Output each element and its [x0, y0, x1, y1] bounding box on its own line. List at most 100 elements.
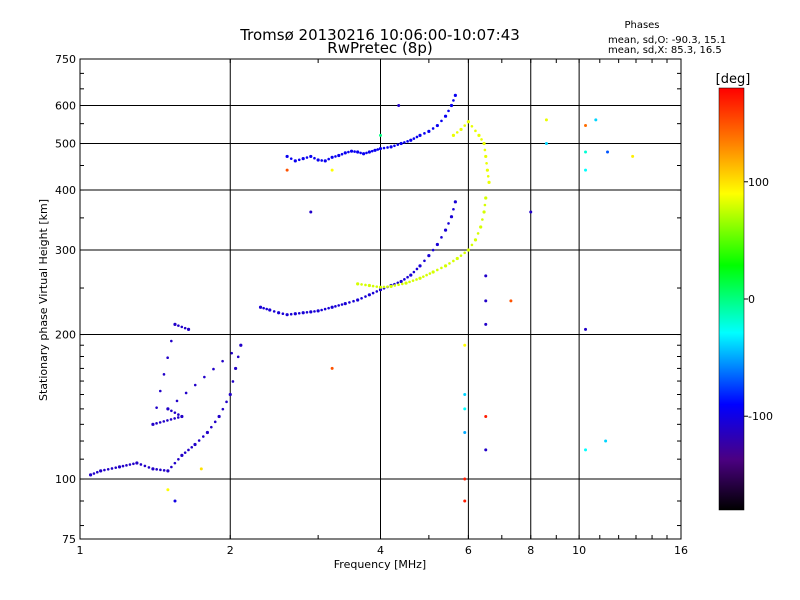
echo-point [92, 472, 96, 475]
echo-point [356, 150, 360, 154]
echo-point [158, 389, 162, 393]
noise-point [463, 393, 467, 397]
echo-point [353, 150, 356, 153]
noise-point [330, 366, 334, 370]
noise-point [594, 118, 598, 122]
echo-point [190, 445, 194, 449]
y-tick-label: 75 [62, 533, 76, 546]
echo-point [404, 281, 408, 285]
echo-point [479, 225, 483, 229]
echo-point [447, 222, 450, 225]
echo-point [176, 416, 180, 419]
echo-point [356, 298, 360, 302]
echo-point [337, 304, 341, 307]
echo-point [482, 210, 486, 214]
echo-point [415, 135, 419, 139]
noise-point [584, 327, 588, 331]
echo-point [431, 270, 435, 274]
echo-point [356, 282, 360, 286]
chart-subtitle: RwPretec (8p) [327, 39, 432, 57]
echo-point [187, 448, 190, 452]
echo-point [297, 158, 301, 162]
echo-point [210, 425, 213, 429]
echo-point [470, 124, 474, 128]
echo-point [162, 373, 166, 376]
echo-point [285, 154, 289, 159]
x-tick-label: 16 [674, 544, 688, 557]
echo-point [158, 421, 162, 424]
echo-point [449, 215, 454, 219]
grid-lines [80, 59, 681, 539]
echo-point [481, 218, 484, 221]
echo-point [455, 256, 459, 261]
echo-point [234, 366, 238, 371]
noise-point [484, 274, 488, 278]
y-tick-label: 600 [55, 100, 76, 113]
echo-point [173, 322, 177, 326]
echo-point [359, 151, 362, 155]
noise-point [544, 142, 548, 146]
echo-point [386, 146, 389, 149]
colorbar-ticks: 100 0 -100 [744, 176, 773, 423]
echo-point [362, 152, 366, 156]
echo-point [151, 422, 155, 426]
noise-point [584, 150, 588, 154]
echo-point [114, 466, 118, 469]
echo-point [162, 420, 166, 423]
echo-point [485, 161, 488, 165]
echo-point [440, 236, 443, 239]
echo-point [453, 200, 457, 204]
echo-point [376, 148, 380, 151]
echo-point [88, 473, 93, 477]
noise-point [484, 414, 488, 418]
echo-point [474, 129, 477, 133]
echo-point [193, 383, 197, 387]
echo-point [428, 272, 432, 275]
echo-point [443, 114, 448, 118]
echo-point [169, 418, 173, 421]
echo-point [443, 228, 448, 232]
echo-point [170, 339, 173, 343]
echo-point [166, 356, 169, 359]
echo-point [297, 311, 301, 315]
echo-point [423, 132, 426, 135]
echo-point [448, 262, 451, 265]
echo-point [411, 279, 415, 282]
echo-point [375, 290, 379, 293]
echo-point [205, 430, 210, 435]
echo-point [175, 399, 179, 403]
noise-point [463, 477, 467, 481]
echo-point [423, 259, 426, 263]
echo-point [289, 157, 293, 160]
noise-point [166, 488, 170, 492]
noise-point [463, 343, 467, 347]
echo-point [162, 469, 166, 472]
echo-point [330, 155, 334, 159]
echo-point [447, 109, 450, 113]
echo-point [184, 391, 188, 395]
echo-point [159, 468, 162, 472]
echo-point [440, 119, 443, 123]
echo-point [427, 129, 431, 133]
echo-point [393, 144, 396, 148]
colorbar-label: [deg] [716, 72, 751, 87]
echo-point [330, 305, 334, 309]
echo-point [397, 283, 400, 287]
echo-point [393, 284, 397, 287]
echo-point [177, 413, 180, 416]
echo-point [309, 310, 313, 314]
echo-point [449, 103, 454, 108]
echo-point [483, 148, 487, 152]
noise-point [173, 499, 177, 503]
echo-point [367, 283, 371, 288]
noise-point [631, 154, 635, 158]
echo-point [173, 417, 176, 420]
x-tick-label: 2 [227, 544, 234, 557]
echo-point [482, 141, 486, 146]
echo-point [373, 148, 377, 152]
echo-point [293, 312, 297, 316]
echo-point [281, 312, 285, 316]
noise-point [529, 210, 533, 214]
noise-point [397, 104, 401, 108]
echo-point [382, 285, 386, 289]
